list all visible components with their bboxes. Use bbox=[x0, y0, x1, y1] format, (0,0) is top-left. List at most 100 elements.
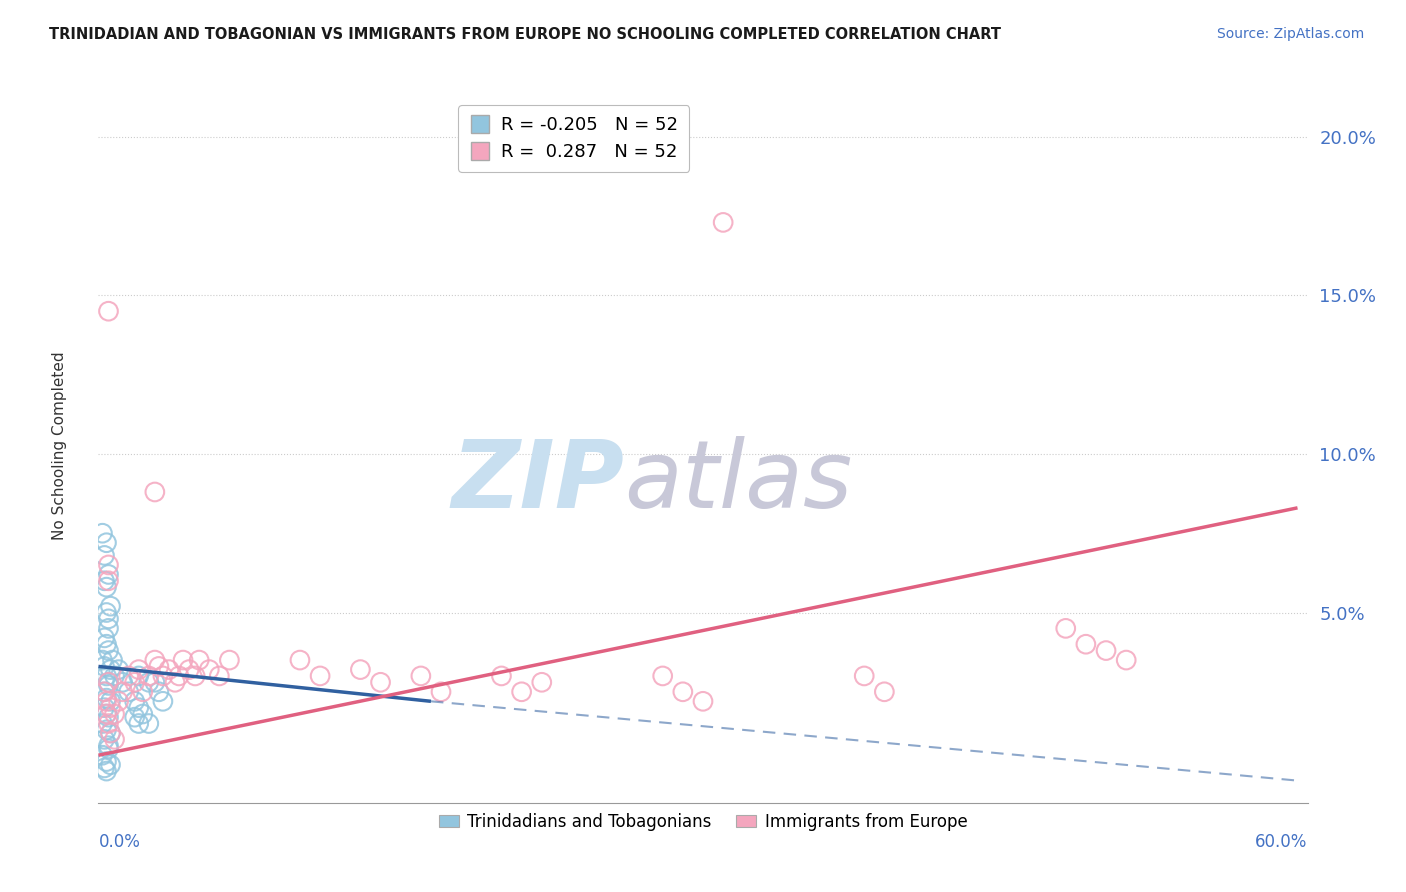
Point bbox=[100, 663, 122, 677]
Point bbox=[100, 726, 122, 740]
Point bbox=[692, 694, 714, 708]
Point bbox=[100, 599, 122, 614]
Point bbox=[93, 761, 115, 775]
Point bbox=[97, 621, 120, 635]
Point bbox=[96, 669, 118, 683]
Point bbox=[124, 675, 146, 690]
Point bbox=[167, 669, 190, 683]
Point bbox=[91, 526, 114, 541]
Point bbox=[111, 675, 134, 690]
Point bbox=[184, 669, 207, 683]
Point bbox=[97, 739, 120, 753]
Point bbox=[96, 755, 118, 769]
Point bbox=[132, 685, 155, 699]
Point bbox=[152, 694, 174, 708]
Point bbox=[93, 549, 115, 563]
Point bbox=[97, 710, 120, 724]
Point bbox=[138, 669, 160, 683]
Point bbox=[96, 706, 118, 721]
Point bbox=[96, 723, 118, 737]
Point bbox=[711, 215, 734, 229]
Point bbox=[93, 685, 115, 699]
Point bbox=[157, 663, 180, 677]
Point bbox=[152, 669, 174, 683]
Point bbox=[370, 675, 392, 690]
Point bbox=[107, 694, 129, 708]
Point bbox=[107, 663, 129, 677]
Point bbox=[103, 732, 125, 747]
Point bbox=[97, 675, 120, 690]
Point bbox=[96, 535, 118, 549]
Point bbox=[138, 675, 160, 690]
Point bbox=[1054, 621, 1077, 635]
Point bbox=[96, 706, 118, 721]
Point bbox=[93, 685, 115, 699]
Point bbox=[96, 764, 118, 778]
Text: 60.0%: 60.0% bbox=[1256, 833, 1308, 851]
Point bbox=[1074, 637, 1097, 651]
Point bbox=[97, 304, 120, 318]
Point bbox=[1095, 643, 1118, 657]
Point bbox=[143, 485, 166, 500]
Point bbox=[651, 669, 673, 683]
Point bbox=[96, 606, 118, 620]
Point bbox=[128, 663, 150, 677]
Text: Source: ZipAtlas.com: Source: ZipAtlas.com bbox=[1216, 27, 1364, 41]
Point bbox=[97, 567, 120, 582]
Point bbox=[198, 663, 221, 677]
Point bbox=[672, 685, 695, 699]
Point bbox=[148, 685, 170, 699]
Point bbox=[93, 574, 115, 588]
Point bbox=[118, 685, 141, 699]
Point bbox=[103, 706, 125, 721]
Point bbox=[96, 637, 118, 651]
Text: TRINIDADIAN AND TOBAGONIAN VS IMMIGRANTS FROM EUROPE NO SCHOOLING COMPLETED CORR: TRINIDADIAN AND TOBAGONIAN VS IMMIGRANTS… bbox=[49, 27, 1001, 42]
Point bbox=[96, 694, 118, 708]
Legend: Trinidadians and Tobagonians, Immigrants from Europe: Trinidadians and Tobagonians, Immigrants… bbox=[432, 806, 974, 838]
Point bbox=[188, 653, 211, 667]
Point bbox=[172, 653, 194, 667]
Point bbox=[124, 694, 146, 708]
Point bbox=[96, 691, 118, 706]
Point bbox=[409, 669, 432, 683]
Text: atlas: atlas bbox=[624, 436, 852, 527]
Point bbox=[124, 710, 146, 724]
Point bbox=[430, 685, 453, 699]
Point bbox=[97, 716, 120, 731]
Point bbox=[143, 653, 166, 667]
Point bbox=[97, 643, 120, 657]
Point bbox=[128, 669, 150, 683]
Point bbox=[530, 675, 553, 690]
Point bbox=[93, 700, 115, 714]
Point bbox=[873, 685, 896, 699]
Point bbox=[208, 669, 231, 683]
Point bbox=[163, 675, 186, 690]
Point bbox=[97, 742, 120, 756]
Point bbox=[91, 716, 114, 731]
Point bbox=[128, 700, 150, 714]
Point bbox=[97, 612, 120, 626]
Point bbox=[97, 678, 120, 692]
Point bbox=[93, 732, 115, 747]
Point bbox=[100, 700, 122, 714]
Text: 0.0%: 0.0% bbox=[98, 833, 141, 851]
Point bbox=[91, 653, 114, 667]
Point bbox=[96, 580, 118, 594]
Point bbox=[349, 663, 371, 677]
Point bbox=[103, 669, 125, 683]
Point bbox=[100, 694, 122, 708]
Text: No Schooling Completed: No Schooling Completed bbox=[52, 351, 67, 541]
Text: ZIP: ZIP bbox=[451, 435, 624, 528]
Point bbox=[100, 757, 122, 772]
Point bbox=[97, 574, 120, 588]
Point bbox=[93, 659, 115, 673]
Point bbox=[853, 669, 876, 683]
Point bbox=[97, 558, 120, 572]
Point bbox=[97, 675, 120, 690]
Point bbox=[93, 631, 115, 645]
Point bbox=[101, 653, 124, 667]
Point bbox=[148, 659, 170, 673]
Point bbox=[143, 675, 166, 690]
Point bbox=[100, 726, 122, 740]
Point bbox=[179, 663, 201, 677]
